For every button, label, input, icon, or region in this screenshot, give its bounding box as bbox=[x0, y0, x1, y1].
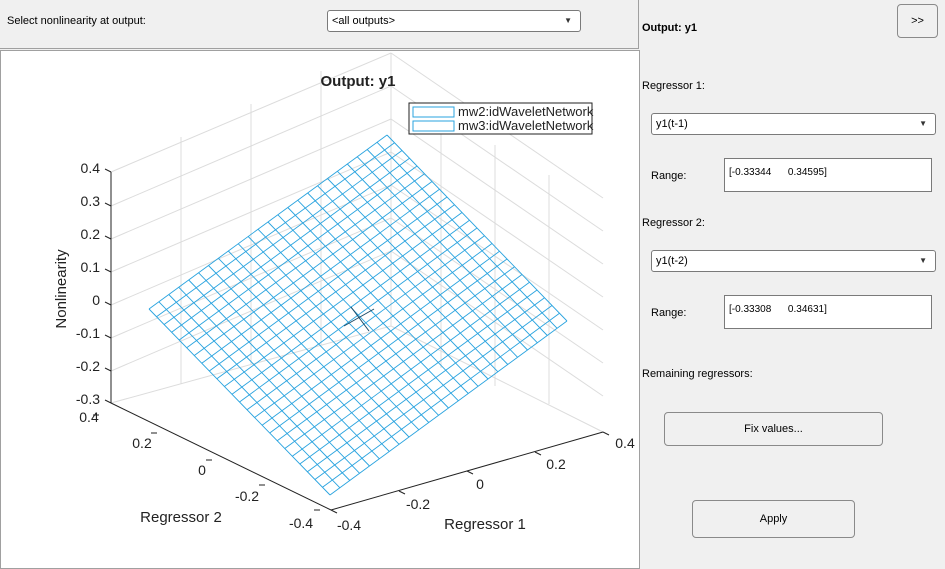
surface-grid-line bbox=[366, 149, 548, 336]
x-tick-label: 0 bbox=[476, 476, 484, 492]
axes-grid bbox=[110, 52, 604, 433]
range2-field[interactable]: [-0.33308 0.34631] bbox=[724, 295, 932, 329]
expand-button-label: >> bbox=[911, 15, 924, 27]
wavelet-network-surface bbox=[148, 134, 568, 496]
surface-grid-line bbox=[307, 192, 489, 380]
range1-field[interactable]: [-0.33344 0.34595] bbox=[724, 158, 932, 192]
range2-label: Range: bbox=[651, 307, 687, 319]
surface-grid-line bbox=[337, 170, 518, 358]
regressor2-select[interactable]: y1(t-2) ▼ bbox=[651, 250, 936, 272]
regressor2-label: Regressor 2: bbox=[642, 217, 705, 229]
plot-legend[interactable]: mw2:idWaveletNetwork mw3:idWaveletNetwor… bbox=[408, 102, 594, 135]
surface-grid-line bbox=[322, 312, 560, 488]
regressor2-tick-labels: 0.4 0.2 0 -0.2 -0.4 bbox=[79, 409, 313, 531]
regressor2-select-value: y1(t-2) bbox=[656, 255, 688, 267]
surface-grid-line bbox=[277, 214, 459, 402]
y-tick-label: -0.2 bbox=[235, 488, 259, 504]
select-nonlinearity-label: Select nonlinearity at output: bbox=[7, 15, 146, 27]
output-title: Output: y1 bbox=[642, 22, 697, 34]
surface-grid-line bbox=[269, 258, 508, 434]
legend-swatch bbox=[412, 106, 455, 118]
surface-grid-line bbox=[261, 250, 500, 426]
apply-button[interactable]: Apply bbox=[692, 500, 855, 538]
apply-label: Apply bbox=[759, 513, 788, 525]
surface-grid-line bbox=[292, 281, 530, 457]
regressor1-select-value: y1(t-1) bbox=[656, 118, 688, 130]
regressor1-label: Regressor 1: bbox=[642, 80, 705, 92]
output-select[interactable]: <all outputs> ▼ bbox=[327, 10, 581, 32]
x-tick-label: 0.4 bbox=[615, 435, 635, 451]
surface-grid-line bbox=[284, 274, 523, 449]
regressor1-tick-labels: -0.4 -0.2 0 0.2 0.4 bbox=[337, 435, 635, 533]
regressor1-select[interactable]: y1(t-1) ▼ bbox=[651, 113, 936, 135]
expand-button[interactable]: >> bbox=[897, 4, 938, 38]
z-axis-label: Nonlinearity bbox=[53, 249, 70, 329]
chevron-down-icon: ▼ bbox=[564, 16, 572, 25]
y-tick-label: -0.4 bbox=[289, 515, 313, 531]
surface-grid-line bbox=[307, 297, 545, 473]
z-axis-tick-labels: 0.4 0.3 0.2 0.1 0 -0.1 -0.2 -0.3 bbox=[76, 160, 100, 407]
z-tick-label: -0.2 bbox=[76, 358, 100, 374]
surface-grid-line bbox=[314, 305, 553, 480]
y-tick-label: 0 bbox=[198, 462, 206, 478]
surface-grid-line bbox=[254, 243, 493, 418]
surface-grid-line bbox=[299, 289, 538, 465]
surface-grid-line bbox=[276, 266, 515, 442]
surface-grid-line bbox=[346, 163, 528, 351]
surface-grid-line bbox=[317, 185, 499, 373]
nonlinearity-surface-plot[interactable]: 0.4 0.3 0.2 0.1 0 -0.1 -0.2 -0.3 0.4 0.2… bbox=[1, 51, 639, 568]
chevron-down-icon: ▼ bbox=[919, 256, 927, 265]
legend-swatch bbox=[412, 120, 455, 132]
output-selection-panel: Select nonlinearity at output: <all outp… bbox=[0, 0, 639, 49]
y-tick-label: 0.2 bbox=[132, 435, 152, 451]
z-tick-label: 0 bbox=[92, 292, 100, 308]
x-tick-label: -0.2 bbox=[406, 496, 430, 512]
surface-grid-line bbox=[297, 199, 479, 387]
range2-value: [-0.33308 0.34631] bbox=[729, 304, 827, 315]
y-tick-label: 0.4 bbox=[79, 409, 99, 425]
z-tick-label: 0.1 bbox=[81, 259, 101, 275]
z-tick-label: 0.4 bbox=[81, 160, 101, 176]
chevron-down-icon: ▼ bbox=[919, 119, 927, 128]
legend-entry: mw2:idWaveletNetwork bbox=[458, 104, 594, 119]
surface-grid-line bbox=[386, 134, 568, 322]
range1-value: [-0.33344 0.34595] bbox=[729, 167, 827, 178]
surface-center-mark bbox=[350, 306, 370, 332]
z-tick-label: 0.3 bbox=[81, 193, 101, 209]
fix-values-label: Fix values... bbox=[744, 423, 803, 435]
surface-grid-line bbox=[376, 141, 558, 329]
surface-grid-line bbox=[356, 156, 538, 344]
z-tick-label: -0.1 bbox=[76, 325, 100, 341]
fix-values-button[interactable]: Fix values... bbox=[664, 412, 883, 446]
surface-grid-line bbox=[329, 320, 568, 496]
output-select-value: <all outputs> bbox=[332, 15, 395, 27]
plot-title: Output: y1 bbox=[321, 73, 396, 90]
z-tick-label: -0.3 bbox=[76, 391, 100, 407]
remaining-regressors-label: Remaining regressors: bbox=[642, 368, 753, 380]
x-tick-label: -0.4 bbox=[337, 517, 361, 533]
plot-panel: 0.4 0.3 0.2 0.1 0 -0.1 -0.2 -0.3 0.4 0.2… bbox=[0, 50, 640, 569]
range1-label: Range: bbox=[651, 170, 687, 182]
legend-entry: mw3:idWaveletNetwork bbox=[458, 118, 594, 133]
regressor2-axis-label: Regressor 2 bbox=[140, 509, 222, 526]
z-tick-label: 0.2 bbox=[81, 226, 101, 242]
regressor1-axis-label: Regressor 1 bbox=[444, 516, 526, 533]
regressor-settings-panel: >> Output: y1 Regressor 1: y1(t-1) ▼ Ran… bbox=[640, 0, 945, 569]
surface-grid-line bbox=[327, 178, 509, 365]
x-tick-label: 0.2 bbox=[546, 456, 566, 472]
axis-ticks bbox=[93, 168, 610, 514]
